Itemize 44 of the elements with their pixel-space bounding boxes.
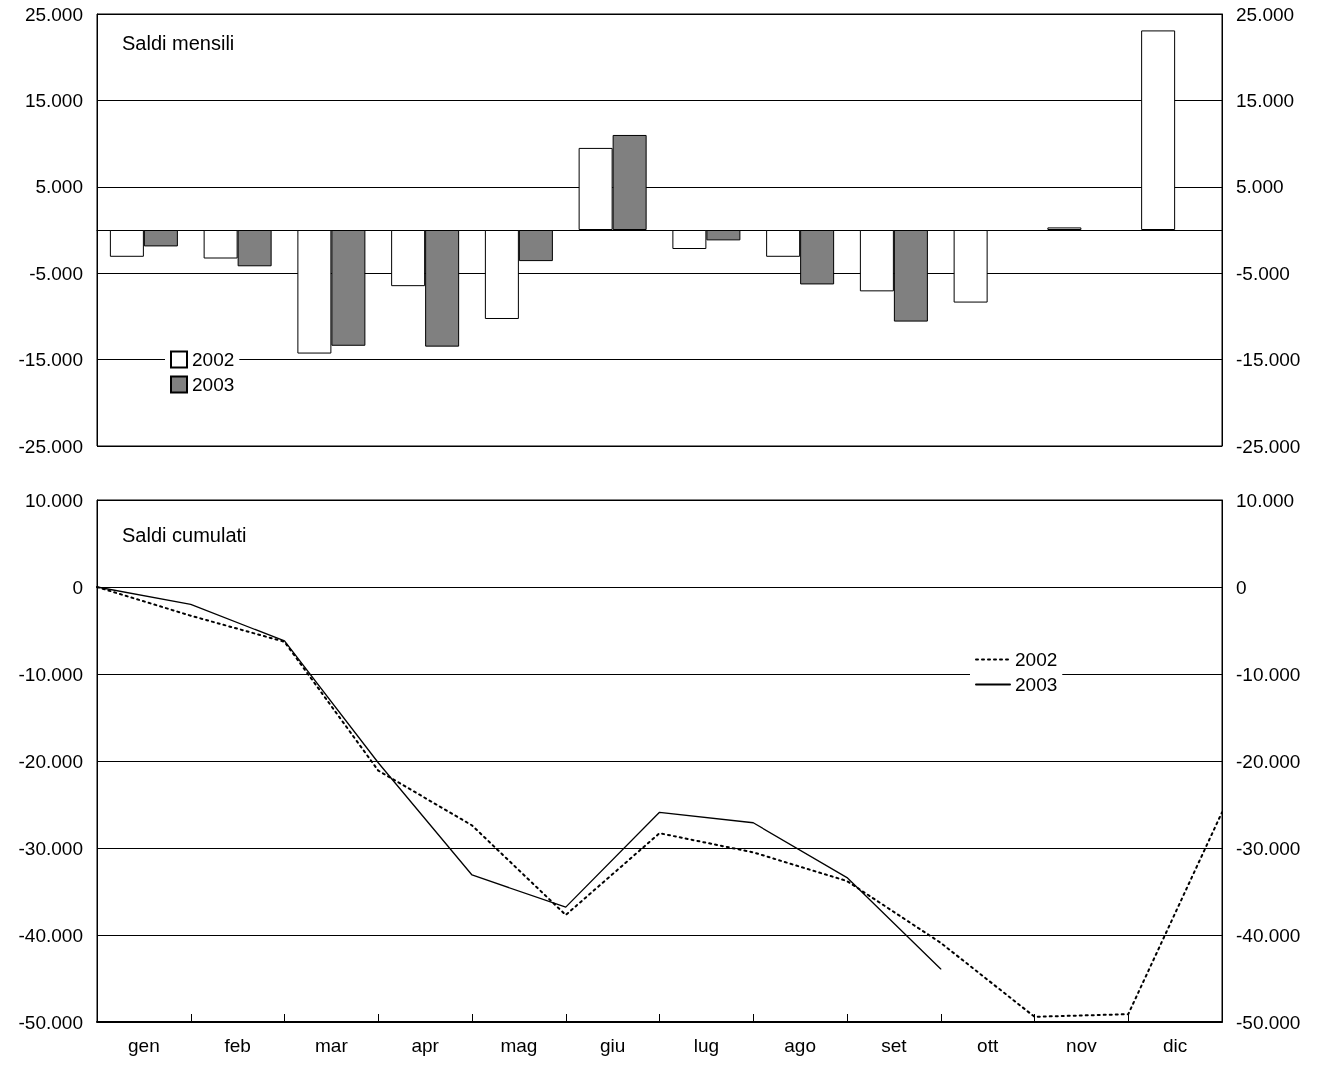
y-tick-label: -25.000 <box>18 435 83 457</box>
text: Saldi mensili <box>122 32 235 54</box>
x-tick-label: apr <box>411 1035 440 1056</box>
x-tick-label: gen <box>128 1035 160 1056</box>
y2-tick-label: 0 <box>1236 576 1247 598</box>
y-tick-label: -50.000 <box>18 1011 83 1033</box>
legend-label: 2003 <box>1015 674 1058 695</box>
y2-tick-label: 15.000 <box>1236 89 1295 111</box>
y2-tick-label: -10.000 <box>1236 663 1301 685</box>
y2-tick-label: -25.000 <box>1236 435 1301 457</box>
y2-tick-label: 5.000 <box>1236 176 1284 198</box>
x-tick-label: set <box>881 1035 908 1056</box>
x-tick-label: feb <box>224 1035 251 1056</box>
y2-tick-label: -30.000 <box>1236 837 1301 859</box>
x-tick-label: mag <box>500 1035 538 1056</box>
y-tick-label: -30.000 <box>18 837 83 859</box>
y2-tick-label: -15.000 <box>1236 349 1301 371</box>
y2-tick-label: -40.000 <box>1236 924 1301 946</box>
legend-label: 2002 <box>1015 649 1058 670</box>
legend-label: 2003 <box>192 374 235 395</box>
x-tick-label: dic <box>1162 1035 1188 1056</box>
y2-tick-label: 10.000 <box>1236 489 1295 511</box>
y-tick-label: 10.000 <box>24 489 83 511</box>
y-tick-label: -5.000 <box>29 262 83 284</box>
y-tick-label: 15.000 <box>24 89 83 111</box>
y2-tick-label: -20.000 <box>1236 750 1301 772</box>
y-tick-label: -40.000 <box>18 924 83 946</box>
y-tick-label: 25.000 <box>24 3 83 25</box>
x-tick-label: ott <box>977 1035 999 1056</box>
y2-tick-label: 25.000 <box>1236 3 1295 25</box>
text: Saldi cumulati <box>122 524 247 546</box>
x-tick-label: giu <box>599 1035 626 1056</box>
y-tick-label: -10.000 <box>18 663 83 685</box>
y-tick-label: -15.000 <box>18 349 83 371</box>
legend-label: 2002 <box>192 349 235 370</box>
y-tick-label: -20.000 <box>18 750 83 772</box>
y-tick-label: 5.000 <box>35 176 83 198</box>
x-tick-label: nov <box>1066 1035 1098 1056</box>
x-tick-label: mar <box>315 1035 349 1056</box>
x-tick-label: ago <box>784 1035 816 1056</box>
x-tick-label: lug <box>693 1035 720 1056</box>
y-tick-label: 0 <box>72 576 83 598</box>
y2-tick-label: -5.000 <box>1236 262 1290 284</box>
y2-tick-label: -50.000 <box>1236 1011 1301 1033</box>
